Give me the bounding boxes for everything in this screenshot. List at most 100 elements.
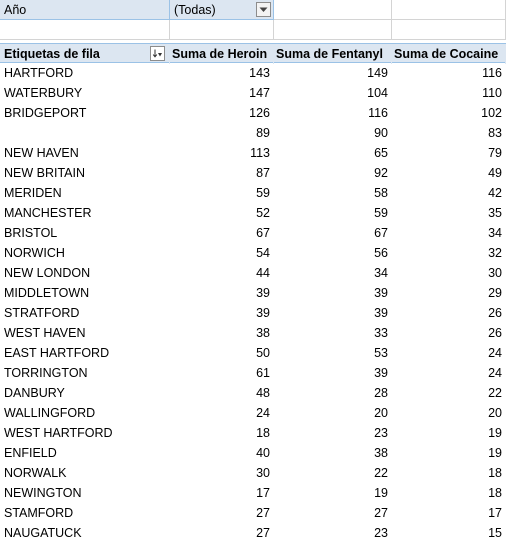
cocaine-value-cell[interactable]: 22 — [488, 386, 502, 400]
fentanyl-value-cell[interactable]: 28 — [374, 386, 388, 400]
heroin-value-cell[interactable]: 30 — [256, 466, 270, 480]
heroin-value-cell[interactable]: 59 — [256, 186, 270, 200]
cocaine-value-cell[interactable]: 49 — [488, 166, 502, 180]
cocaine-value-cell[interactable]: 110 — [482, 86, 502, 100]
cocaine-value-cell[interactable]: 19 — [488, 426, 502, 440]
fentanyl-header[interactable]: Suma de Fentanyl — [274, 44, 392, 64]
cocaine-value-cell[interactable]: 32 — [488, 246, 502, 260]
empty-cell[interactable] — [170, 20, 274, 40]
row-label-cell[interactable]: NEWINGTON — [4, 486, 82, 500]
row-label-cell[interactable]: MERIDEN — [4, 186, 62, 200]
heroin-value-cell[interactable]: 54 — [256, 246, 270, 260]
heroin-value-cell[interactable]: 87 — [256, 166, 270, 180]
row-label-cell[interactable]: DANBURY — [4, 386, 65, 400]
row-label-cell[interactable]: STRATFORD — [4, 306, 80, 320]
cocaine-value-cell[interactable]: 15 — [488, 526, 502, 540]
fentanyl-value-cell[interactable]: 149 — [367, 66, 388, 80]
cocaine-value-cell[interactable]: 18 — [488, 486, 502, 500]
row-label-cell[interactable]: NORWICH — [4, 246, 65, 260]
filter-dropdown-button[interactable] — [256, 2, 271, 17]
empty-cell[interactable] — [274, 20, 392, 40]
heroin-value-cell[interactable]: 40 — [256, 446, 270, 460]
empty-cell[interactable] — [392, 0, 506, 20]
fentanyl-value-cell[interactable]: 58 — [374, 186, 388, 200]
heroin-value-cell[interactable]: 126 — [249, 106, 270, 120]
heroin-value-cell[interactable]: 39 — [256, 286, 270, 300]
fentanyl-value-cell[interactable]: 56 — [374, 246, 388, 260]
heroin-value-cell[interactable]: 44 — [256, 266, 270, 280]
row-label-cell[interactable]: WALLINGFORD — [4, 406, 96, 420]
fentanyl-value-cell[interactable]: 22 — [374, 466, 388, 480]
cocaine-value-cell[interactable]: 24 — [488, 366, 502, 380]
row-label-cell[interactable]: EAST HARTFORD — [4, 346, 110, 360]
row-label-cell[interactable]: BRISTOL — [4, 226, 58, 240]
cocaine-value-cell[interactable]: 35 — [488, 206, 502, 220]
heroin-value-cell[interactable]: 67 — [256, 226, 270, 240]
empty-cell[interactable] — [0, 20, 170, 40]
cocaine-value-cell[interactable]: 26 — [488, 326, 502, 340]
heroin-value-cell[interactable]: 17 — [256, 486, 270, 500]
row-label-cell[interactable] — [0, 123, 170, 143]
row-label-cell[interactable]: NAUGATUCK — [4, 526, 82, 540]
row-label-cell[interactable]: BRIDGEPORT — [4, 106, 87, 120]
fentanyl-value-cell[interactable]: 23 — [374, 426, 388, 440]
cocaine-value-cell[interactable]: 30 — [488, 266, 502, 280]
heroin-header[interactable]: Suma de Heroin — [170, 44, 274, 64]
fentanyl-value-cell[interactable]: 65 — [374, 146, 388, 160]
heroin-value-cell[interactable]: 18 — [256, 426, 270, 440]
fentanyl-value-cell[interactable]: 33 — [374, 326, 388, 340]
cocaine-value-cell[interactable]: 116 — [482, 66, 502, 80]
fentanyl-value-cell[interactable]: 27 — [374, 506, 388, 520]
fentanyl-value-cell[interactable]: 39 — [374, 306, 388, 320]
heroin-value-cell[interactable]: 52 — [256, 206, 270, 220]
row-label-cell[interactable]: NEW LONDON — [4, 266, 91, 280]
row-label-cell[interactable]: WEST HARTFORD — [4, 426, 113, 440]
heroin-value-cell[interactable]: 39 — [256, 306, 270, 320]
heroin-value-cell[interactable]: 147 — [249, 86, 270, 100]
heroin-value-cell[interactable]: 113 — [250, 146, 270, 160]
row-label-cell[interactable]: NORWALK — [4, 466, 67, 480]
row-label-cell[interactable]: ENFIELD — [4, 446, 57, 460]
row-label-cell[interactable]: MANCHESTER — [4, 206, 92, 220]
row-label-cell[interactable]: WATERBURY — [4, 86, 83, 100]
fentanyl-value-cell[interactable]: 39 — [374, 366, 388, 380]
cocaine-value-cell[interactable]: 79 — [488, 146, 502, 160]
fentanyl-value-cell[interactable]: 90 — [374, 126, 388, 140]
cocaine-value-cell[interactable]: 26 — [488, 306, 502, 320]
row-label-cell[interactable]: WEST HAVEN — [4, 326, 86, 340]
cocaine-value-cell[interactable]: 19 — [488, 446, 502, 460]
heroin-value-cell[interactable]: 143 — [249, 66, 270, 80]
empty-cell[interactable] — [392, 20, 506, 40]
empty-cell[interactable] — [274, 0, 392, 20]
cocaine-value-cell[interactable]: 42 — [488, 186, 502, 200]
heroin-value-cell[interactable]: 24 — [256, 406, 270, 420]
row-labels-filter-button[interactable] — [150, 46, 165, 61]
cocaine-value-cell[interactable]: 18 — [488, 466, 502, 480]
heroin-value-cell[interactable]: 48 — [256, 386, 270, 400]
heroin-value-cell[interactable]: 50 — [256, 346, 270, 360]
fentanyl-value-cell[interactable]: 20 — [374, 406, 388, 420]
fentanyl-value-cell[interactable]: 34 — [374, 266, 388, 280]
row-label-cell[interactable]: HARTFORD — [4, 66, 74, 80]
row-label-cell[interactable]: MIDDLETOWN — [4, 286, 90, 300]
fentanyl-value-cell[interactable]: 67 — [374, 226, 388, 240]
filter-field-label[interactable]: Año — [0, 0, 170, 20]
fentanyl-value-cell[interactable]: 23 — [374, 526, 388, 540]
cocaine-value-cell[interactable]: 17 — [488, 506, 502, 520]
row-label-cell[interactable]: NEW HAVEN — [4, 146, 79, 160]
heroin-value-cell[interactable]: 61 — [256, 366, 270, 380]
heroin-value-cell[interactable]: 27 — [256, 526, 270, 540]
heroin-value-cell[interactable]: 27 — [256, 506, 270, 520]
row-label-cell[interactable]: NEW BRITAIN — [4, 166, 86, 180]
cocaine-value-cell[interactable]: 24 — [488, 346, 502, 360]
heroin-value-cell[interactable]: 38 — [256, 326, 270, 340]
filter-value-cell[interactable]: (Todas) — [170, 0, 274, 20]
fentanyl-value-cell[interactable]: 38 — [374, 446, 388, 460]
row-labels-header[interactable]: Etiquetas de fila — [0, 44, 170, 64]
row-label-cell[interactable]: STAMFORD — [4, 506, 74, 520]
cocaine-value-cell[interactable]: 20 — [488, 406, 502, 420]
fentanyl-value-cell[interactable]: 116 — [368, 106, 388, 120]
cocaine-header[interactable]: Suma de Cocaine — [392, 44, 506, 64]
fentanyl-value-cell[interactable]: 92 — [374, 166, 388, 180]
fentanyl-value-cell[interactable]: 59 — [374, 206, 388, 220]
